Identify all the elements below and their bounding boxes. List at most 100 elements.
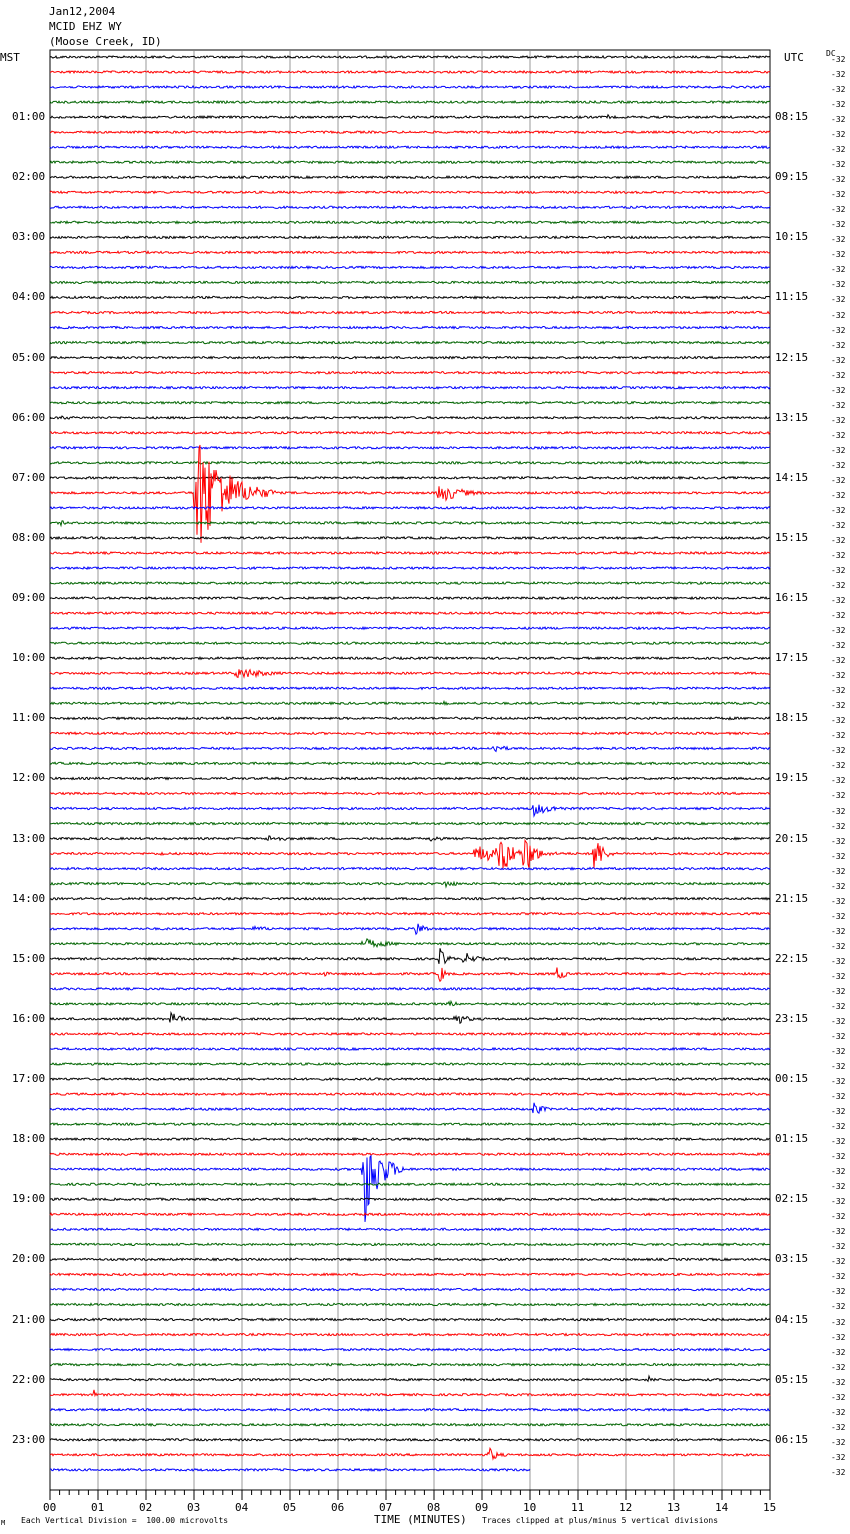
trace-offset-label: -32 (831, 445, 846, 455)
right-hour-label: 06:15 (775, 1432, 809, 1446)
trace-offset-label: -32 (831, 265, 846, 275)
trace-offset-label: -32 (831, 430, 846, 440)
left-hour-label: 19:00 (12, 1192, 46, 1206)
trace-offset-label: -32 (831, 250, 846, 260)
trace-line (49, 250, 771, 255)
left-hour-label: 20:00 (12, 1252, 46, 1266)
trace-offset-label: -32 (831, 295, 846, 305)
trace-offset-label: -32 (831, 986, 846, 996)
trace-line (49, 325, 771, 330)
trace-offset-label: -32 (831, 1317, 846, 1327)
trace-offset-label: -32 (831, 1001, 846, 1011)
trace-line (49, 175, 771, 180)
trace-line (49, 1212, 771, 1217)
trace-offset-label: -32 (831, 505, 846, 515)
trace-offset-label: -32 (831, 100, 846, 110)
trace-line (49, 1152, 771, 1157)
right-hour-label: 14:15 (775, 470, 809, 484)
trace-offset-label: -32 (831, 836, 846, 846)
trace-offset-label: -32 (831, 145, 846, 155)
trace-line (49, 113, 771, 120)
x-tick-label: 10 (523, 1501, 537, 1514)
x-axis-title: TIME (MINUTES) (374, 1513, 467, 1526)
trace-line (49, 1362, 771, 1367)
trace-line (49, 923, 771, 936)
trace-line (49, 565, 771, 571)
trace-line (49, 145, 771, 150)
trace-offset-label: -32 (831, 1287, 846, 1297)
footer-scale: Each Vertical Division = 100.00 microvol… (21, 1516, 229, 1525)
trace-line (49, 999, 770, 1007)
trace-offset-label: -32 (831, 385, 846, 395)
left-hour-label: 10:00 (12, 651, 46, 665)
trace-offset-label: -32 (831, 1046, 846, 1056)
trace-line (49, 804, 771, 818)
trace-offset-label: -32 (831, 941, 846, 951)
trace-offset-label: -32 (831, 806, 846, 816)
trace-offset-label: -32 (831, 671, 846, 681)
left-hour-label: 02:00 (12, 170, 46, 184)
trace-offset-label: -32 (831, 896, 846, 906)
trace-offset-label: -32 (831, 205, 846, 215)
trace-line (49, 475, 771, 481)
trace-line (49, 745, 771, 753)
trace-line (49, 967, 771, 983)
trace-offset-label: -32 (831, 70, 846, 80)
trace-offset-label: -32 (831, 460, 846, 470)
trace-line (49, 1287, 771, 1292)
x-tick-label: 13 (667, 1501, 681, 1514)
trace-offset-label: -32 (831, 220, 846, 230)
trace-offset-label: -32 (831, 1392, 846, 1402)
left-hour-label: 17:00 (12, 1072, 46, 1086)
trace-line (49, 1389, 771, 1398)
trace-offset-label: -32 (831, 1257, 846, 1267)
trace-offset-label: -32 (831, 1016, 846, 1026)
trace-offset-label: -32 (831, 550, 846, 560)
trace-line (49, 295, 771, 300)
trace-offset-label: -32 (831, 175, 846, 185)
x-tick-label: 04 (235, 1501, 249, 1514)
trace-offset-label: -32 (831, 761, 846, 771)
left-hour-label: 08:00 (12, 530, 46, 544)
trace-offset-label: -32 (831, 746, 846, 756)
trace-line (49, 430, 771, 435)
right-hour-label: 16:15 (775, 591, 809, 605)
trace-offset-label: -32 (831, 490, 846, 500)
trace-offset-label: -32 (831, 1062, 846, 1071)
trace-line (49, 130, 771, 135)
trace-line (49, 159, 771, 165)
right-hour-label: 21:15 (775, 891, 809, 905)
trace-offset-label: -32 (831, 1077, 846, 1087)
trace-line (49, 716, 771, 721)
right-hour-label: 20:15 (775, 831, 809, 845)
trace-line (49, 1317, 771, 1322)
header-location: (Moose Creek, ID) (49, 35, 162, 48)
trace-line (49, 880, 771, 889)
trace-line (49, 838, 770, 869)
trace-line (49, 1347, 771, 1352)
trace-offset-label: -32 (831, 325, 846, 335)
trace-offset-label: -32 (831, 1422, 846, 1432)
trace-offset-label: -32 (831, 115, 846, 125)
trace-offset-label: -32 (831, 1167, 846, 1177)
trace-offset-label: -32 (831, 1107, 846, 1117)
trace-offset-label: -32 (831, 701, 846, 711)
trace-line (49, 896, 771, 901)
trace-offset-label: -32 (831, 731, 846, 741)
trace-offset-label: -32 (831, 415, 846, 425)
trace-line (49, 1302, 770, 1307)
trace-line (49, 1046, 771, 1052)
right-hour-label: 09:15 (775, 170, 809, 184)
trace-offset-label: -32 (831, 1467, 846, 1477)
trace-line (49, 1242, 770, 1247)
trace-offset-label: -32 (831, 535, 846, 545)
right-hour-label: 17:15 (775, 651, 809, 665)
trace-line (49, 445, 771, 450)
right-timezone-label: UTC (784, 51, 804, 64)
trace-offset-label: -32 (831, 400, 846, 410)
left-hour-label: 18:00 (12, 1132, 46, 1146)
left-hour-label: 15:00 (12, 951, 46, 965)
trace-offset-label: -32 (831, 1452, 846, 1462)
trace-offset-label: -32 (831, 1407, 846, 1417)
